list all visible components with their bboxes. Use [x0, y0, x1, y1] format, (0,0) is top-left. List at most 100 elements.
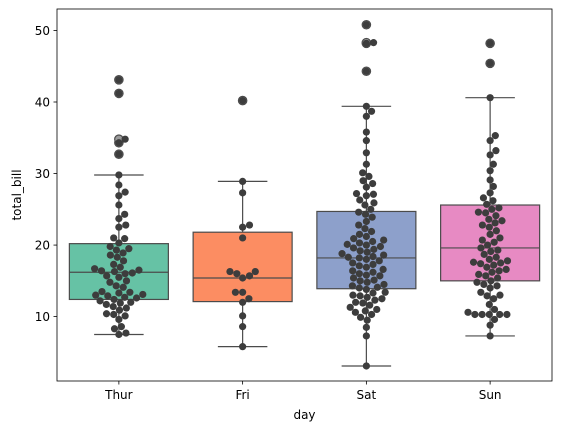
swarm-point	[362, 21, 370, 29]
swarm-point	[355, 230, 364, 238]
swarm-point	[115, 289, 123, 297]
swarm-point	[479, 194, 488, 202]
swarm-point	[355, 262, 363, 270]
swarm-point	[370, 245, 378, 253]
x-axis: Thur Fri Sat Sun	[104, 381, 502, 402]
swarm-point	[121, 312, 129, 320]
y-axis: 10 20 30 40 50	[35, 24, 57, 324]
swarm-point	[490, 295, 498, 303]
swarm-point	[97, 267, 106, 275]
swarm-point	[239, 312, 247, 320]
swarm-point	[115, 239, 123, 247]
swarm-point	[121, 270, 129, 278]
y-tick-label: 30	[35, 167, 50, 181]
swarm-point	[239, 96, 247, 105]
swarm-point	[348, 282, 357, 290]
swarm-point	[493, 282, 501, 290]
swarm-point	[355, 270, 363, 278]
swarm-point	[245, 295, 253, 303]
swarm-points-layer	[91, 21, 512, 370]
swarm-point	[96, 297, 104, 305]
swarm-point	[362, 102, 370, 110]
swarm-point	[487, 277, 495, 285]
swarm-point	[488, 268, 496, 276]
swarm-point	[122, 329, 130, 337]
swarm-point	[239, 298, 247, 306]
swarm-point	[485, 310, 493, 319]
swarm-point	[115, 89, 123, 98]
swarm-point	[115, 330, 123, 339]
swarm-point	[115, 273, 123, 281]
swarm-point	[496, 310, 504, 319]
y-tick-label: 50	[35, 24, 50, 38]
swarm-point	[502, 265, 510, 273]
swarm-point	[373, 283, 381, 291]
swarm-point	[359, 299, 367, 307]
swarm-point	[486, 137, 494, 145]
swarm-point	[239, 323, 247, 331]
swarm-point	[361, 201, 369, 209]
swarm-point	[109, 303, 117, 311]
swarm-point	[110, 234, 118, 242]
swarm-point	[352, 189, 361, 198]
swarm-point	[362, 263, 370, 271]
swarm-point	[361, 225, 369, 233]
swarm-point	[115, 223, 123, 231]
swarm-point	[110, 267, 119, 276]
swarm-point	[98, 287, 106, 296]
swarm-point	[492, 212, 500, 220]
swarm-point	[362, 271, 370, 279]
swarm-point	[380, 251, 388, 259]
swarm-point	[349, 274, 358, 282]
swarm-point	[486, 321, 494, 329]
swarm-point	[112, 246, 121, 254]
swarm-point	[491, 132, 499, 140]
y-tick-label: 20	[35, 238, 50, 252]
swarm-point	[471, 310, 479, 319]
swarm-point	[115, 181, 123, 189]
swarm-point	[497, 259, 505, 267]
swarm-point	[480, 280, 488, 289]
swarm-point	[119, 257, 128, 265]
swarm-point	[362, 192, 370, 200]
swarm-point	[343, 240, 351, 248]
swarm-point	[349, 267, 357, 275]
swarm-point	[362, 323, 370, 331]
swarm-point	[495, 204, 503, 212]
swarm-point	[245, 221, 254, 229]
swarm-point	[91, 265, 99, 273]
swarm-point	[115, 315, 123, 324]
swarm-point	[359, 169, 367, 177]
swarm-point	[349, 259, 357, 267]
swarm-point	[362, 149, 370, 157]
swarm-point	[477, 288, 485, 296]
swarm-point	[355, 239, 364, 247]
swarm-point	[492, 253, 500, 261]
x-tick-label: Sat	[357, 388, 377, 402]
swarm-point	[478, 236, 486, 244]
swarm-point	[233, 270, 241, 278]
swarm-point	[135, 266, 143, 274]
swarm-point	[103, 272, 111, 280]
swarm-point	[351, 308, 359, 316]
swarm-point	[92, 291, 100, 299]
swarm-point	[361, 210, 370, 218]
swarm-point	[122, 277, 131, 285]
swarm-point	[110, 310, 118, 319]
swarm-point	[128, 269, 136, 277]
x-axis-label: day	[293, 408, 315, 422]
swarm-point	[498, 217, 506, 225]
swarm-point	[125, 245, 133, 253]
swarm-point	[116, 299, 124, 307]
swarm-point	[362, 232, 370, 241]
swarm-point	[489, 197, 497, 205]
swarm-point	[369, 179, 377, 188]
swarm-point	[115, 139, 123, 147]
swarm-point	[485, 255, 493, 263]
swarm-point	[362, 39, 370, 47]
swarm-point	[503, 257, 512, 265]
swarm-point	[356, 292, 364, 300]
swarm-point	[379, 265, 387, 273]
swarm-point	[363, 248, 371, 256]
